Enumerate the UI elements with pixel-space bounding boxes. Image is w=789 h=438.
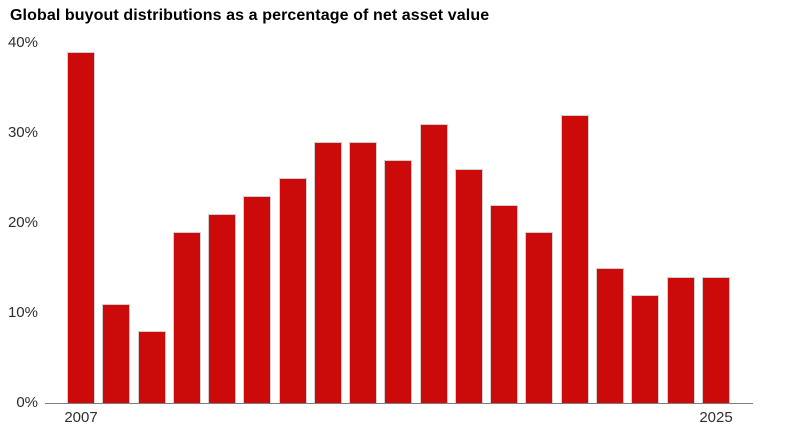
bar-2011 [208,214,237,403]
bar-2023 [631,295,660,403]
chart-title: Global buyout distributions as a percent… [10,7,490,24]
bar-2015 [349,142,378,403]
bar-2020 [525,232,554,403]
bar-2012 [243,196,272,403]
bar-2025 [701,277,730,403]
bar-2013 [278,178,307,403]
y-tick-label-20: 20% [7,214,38,231]
bar-2024 [666,277,695,403]
x-axis-label-2007: 2007 [64,409,98,426]
bar-2019 [490,205,519,403]
y-tick-label-0: 0% [16,394,38,411]
bar-2016 [384,160,413,403]
bar-2009 [137,331,166,403]
bar-2022 [595,268,624,403]
y-tick-label-10: 10% [7,304,38,321]
bar-2017 [419,124,448,403]
bar-2010 [172,232,201,403]
y-tick-label-30: 30% [7,124,38,141]
bar-2008 [102,304,131,403]
x-axis-line [45,403,753,404]
x-axis-label-2025: 2025 [699,409,733,426]
bar-2021 [560,115,589,403]
bar-2018 [454,169,483,403]
y-tick-label-40: 40% [7,34,38,51]
bar-2007 [67,52,95,403]
bar-2014 [313,142,342,403]
bar-series [67,43,730,403]
